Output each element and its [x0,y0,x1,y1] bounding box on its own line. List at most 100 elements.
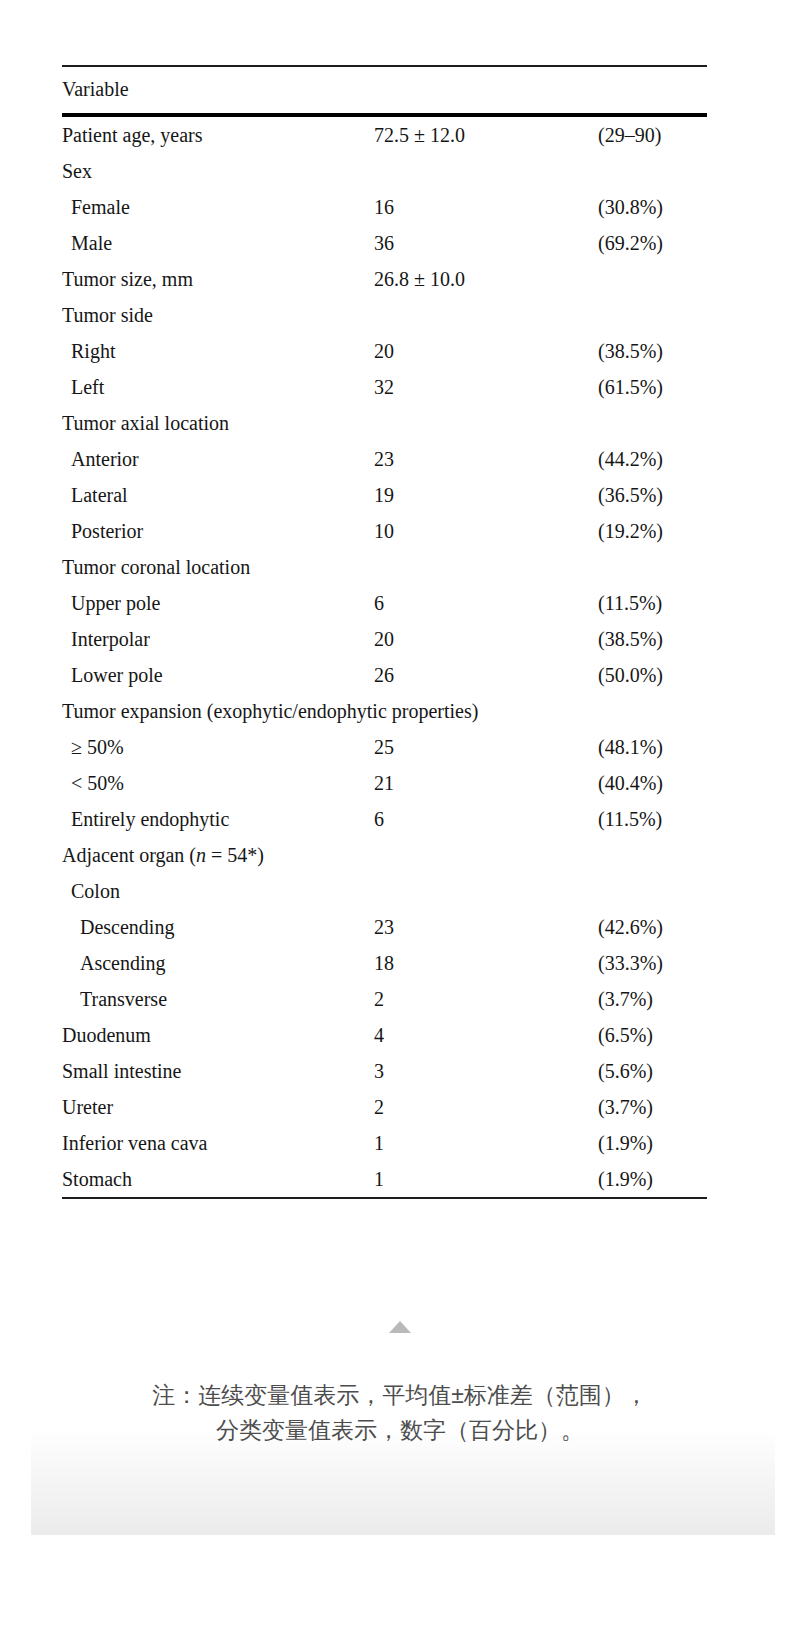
row-label: Adjacent organ (n = 54*) [62,837,374,873]
row-percent: (38.5%) [598,621,707,657]
row-value: 6 [374,585,598,621]
row-percent: (30.8%) [598,189,707,225]
row-label: Lower pole [62,657,374,693]
row-value: 72.5 ± 12.0 [374,117,598,153]
table-row: Patient age, years72.5 ± 12.0(29–90) [62,117,707,153]
note-line-1: 注：连续变量值表示，平均值±标准差（范围）， [0,1378,800,1413]
row-percent [598,153,707,189]
row-percent: (69.2%) [598,225,707,261]
row-label: Right [62,333,374,369]
table-row: ≥ 50%25(48.1%) [62,729,707,765]
row-label: Transverse [62,981,374,1017]
row-value: 20 [374,621,598,657]
row-value [374,405,598,441]
row-percent: (44.2%) [598,441,707,477]
row-label: Colon [62,873,374,909]
row-percent: (1.9%) [598,1161,707,1197]
row-value: 16 [374,189,598,225]
table-row: Upper pole6(11.5%) [62,585,707,621]
row-label: Tumor axial location [62,405,374,441]
row-label: Tumor size, mm [62,261,374,297]
row-label: Posterior [62,513,374,549]
row-value [374,873,598,909]
row-percent [598,837,707,873]
row-value: 18 [374,945,598,981]
collapse-up-triangle-icon[interactable] [389,1321,411,1333]
row-label: Stomach [62,1161,374,1197]
row-value: 23 [374,909,598,945]
row-percent [598,405,707,441]
row-label: Entirely endophytic [62,801,374,837]
row-value: 26.8 ± 10.0 [374,261,598,297]
row-label: Anterior [62,441,374,477]
note-line-2: 分类变量值表示，数字（百分比）。 [0,1413,800,1448]
row-label: Duodenum [62,1017,374,1053]
row-percent: (5.6%) [598,1053,707,1089]
row-label: Inferior vena cava [62,1125,374,1161]
table-row: Female16(30.8%) [62,189,707,225]
row-value: 32 [374,369,598,405]
row-value [374,693,598,729]
row-value: 23 [374,441,598,477]
table-row: Colon [62,873,707,909]
table-header-label: Variable [62,78,129,100]
row-value: 2 [374,981,598,1017]
row-percent: (11.5%) [598,801,707,837]
row-label: Tumor side [62,297,374,333]
row-label: Ureter [62,1089,374,1125]
row-value: 10 [374,513,598,549]
row-percent: (42.6%) [598,909,707,945]
table-row: Inferior vena cava1(1.9%) [62,1125,707,1161]
table-note: 注：连续变量值表示，平均值±标准差（范围）， 分类变量值表示，数字（百分比）。 [0,1378,800,1448]
table-row: Interpolar20(38.5%) [62,621,707,657]
table-row: Male36(69.2%) [62,225,707,261]
row-label: Tumor expansion (exophytic/endophytic pr… [62,693,374,729]
table-row: Left32(61.5%) [62,369,707,405]
row-value: 19 [374,477,598,513]
characteristics-table: Variable Patient age, years72.5 ± 12.0(2… [62,65,707,1199]
row-percent: (36.5%) [598,477,707,513]
row-percent [598,549,707,585]
row-value: 1 [374,1161,598,1197]
row-percent: (3.7%) [598,1089,707,1125]
row-label: Male [62,225,374,261]
table-row: Duodenum4(6.5%) [62,1017,707,1053]
row-percent: (48.1%) [598,729,707,765]
row-percent [598,297,707,333]
row-value: 1 [374,1125,598,1161]
row-percent: (61.5%) [598,369,707,405]
table-row: Stomach1(1.9%) [62,1161,707,1197]
row-label: Small intestine [62,1053,374,1089]
row-value: 36 [374,225,598,261]
row-label: Patient age, years [62,117,374,153]
table-row: Transverse2(3.7%) [62,981,707,1017]
table-header-row: Variable [62,67,707,113]
row-label: Ascending [62,945,374,981]
table-row: Sex [62,153,707,189]
row-label: Female [62,189,374,225]
row-value: 6 [374,801,598,837]
row-percent: (29–90) [598,117,707,153]
table-row: Lower pole26(50.0%) [62,657,707,693]
row-value [374,837,598,873]
row-value: 2 [374,1089,598,1125]
table-row: Small intestine3(5.6%) [62,1053,707,1089]
row-label: Upper pole [62,585,374,621]
table-row: Tumor expansion (exophytic/endophytic pr… [62,693,707,729]
table-row: Anterior23(44.2%) [62,441,707,477]
table-row: Tumor size, mm26.8 ± 10.0 [62,261,707,297]
row-label: Lateral [62,477,374,513]
table-row: Adjacent organ (n = 54*) [62,837,707,873]
row-percent: (33.3%) [598,945,707,981]
table-row: Ureter2(3.7%) [62,1089,707,1125]
row-label: < 50% [62,765,374,801]
table-row: Tumor side [62,297,707,333]
row-label: Tumor coronal location [62,549,374,585]
table-row: Entirely endophytic6(11.5%) [62,801,707,837]
row-percent: (50.0%) [598,657,707,693]
page: Variable Patient age, years72.5 ± 12.0(2… [0,0,800,1632]
table-row: Lateral19(36.5%) [62,477,707,513]
table-row: Descending23(42.6%) [62,909,707,945]
row-value: 20 [374,333,598,369]
row-percent: (6.5%) [598,1017,707,1053]
